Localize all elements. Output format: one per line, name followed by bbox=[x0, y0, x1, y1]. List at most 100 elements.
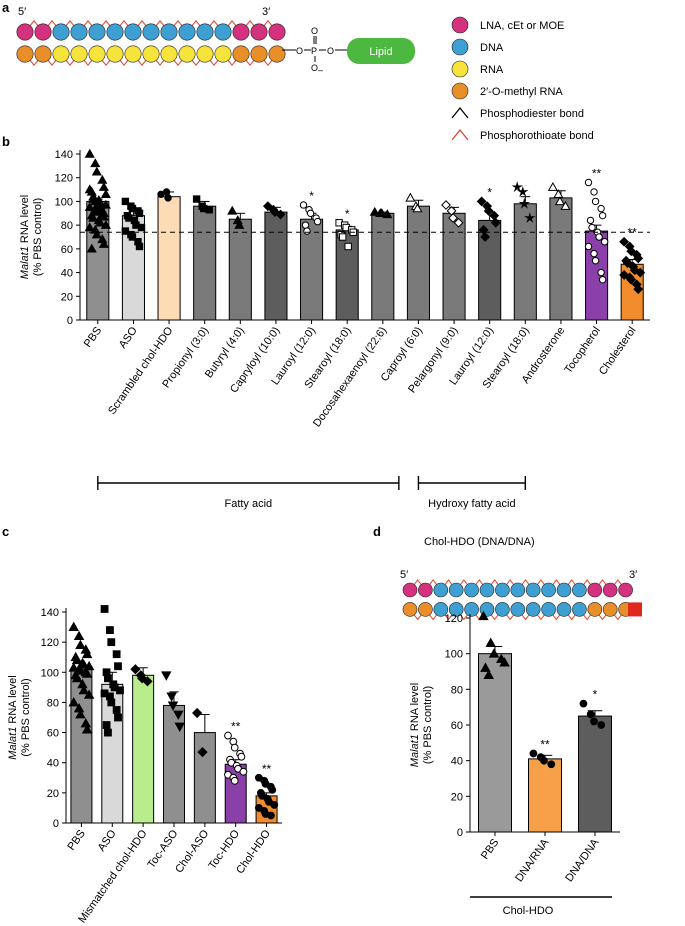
bracket-label: Fatty acid bbox=[224, 498, 272, 510]
x-tick-label: Scrambled chol-HDO bbox=[106, 324, 176, 416]
data-point bbox=[237, 752, 246, 761]
data-point bbox=[106, 626, 114, 634]
group-brackets: Fatty acid Hydroxy fatty acid bbox=[97, 476, 527, 510]
data-point bbox=[633, 284, 644, 295]
bar bbox=[193, 732, 216, 824]
panel-a-top-nucleotide bbox=[34, 23, 52, 41]
data-point bbox=[597, 268, 605, 277]
panel-d-top-nucleotide bbox=[402, 582, 418, 598]
y-axis-label-units: (% PBS control) bbox=[32, 198, 44, 276]
panel-d-bottom-nucleotide bbox=[433, 602, 449, 617]
data-point bbox=[518, 197, 531, 209]
data-point bbox=[114, 713, 122, 722]
data-point bbox=[98, 211, 109, 221]
data-point bbox=[598, 211, 607, 220]
data-point bbox=[591, 197, 600, 206]
data-point bbox=[591, 257, 600, 265]
data-point bbox=[84, 222, 95, 232]
data-point bbox=[173, 710, 184, 720]
data-point bbox=[104, 728, 112, 737]
linker-o-top: O bbox=[311, 26, 318, 36]
data-point bbox=[478, 610, 489, 621]
legend-label: Phosphodiester bond bbox=[480, 108, 584, 120]
data-point bbox=[86, 243, 97, 253]
data-point bbox=[268, 785, 277, 794]
data-point bbox=[629, 265, 640, 276]
panel-d-top-nucleotide bbox=[618, 582, 633, 598]
panel-d-top-nucleotide bbox=[556, 582, 572, 598]
panel-d-bottom-nucleotide bbox=[556, 602, 572, 617]
data-point bbox=[382, 209, 393, 219]
linker-o-right: O bbox=[327, 46, 334, 56]
data-point bbox=[224, 731, 232, 740]
data-point bbox=[553, 189, 564, 199]
significance-label: ** bbox=[540, 738, 550, 752]
legend-swatch bbox=[451, 82, 469, 100]
data-point bbox=[135, 242, 144, 251]
panel-d-top-nucleotide bbox=[448, 582, 464, 598]
legend-label: 2′-O-methyl RNA bbox=[480, 86, 563, 98]
y-tick-label: 40 bbox=[47, 758, 59, 770]
data-point bbox=[441, 200, 451, 210]
significance-label: ** bbox=[262, 762, 272, 776]
y-axis-label-units: (% PBS control) bbox=[422, 686, 434, 764]
hdo-construct-diagram bbox=[16, 20, 286, 66]
data-point bbox=[448, 213, 458, 223]
data-point bbox=[488, 648, 500, 658]
data-point bbox=[588, 223, 596, 232]
data-point bbox=[107, 698, 116, 707]
data-point bbox=[547, 760, 556, 769]
linker-charge: – bbox=[318, 65, 323, 75]
data-point bbox=[635, 267, 646, 278]
data-point bbox=[524, 212, 536, 223]
panel-b-letter: b bbox=[2, 134, 10, 149]
panel-a-bottom-nucleotide bbox=[142, 45, 160, 63]
y-axis-label: Malat1 RNA level bbox=[7, 675, 19, 759]
data-point bbox=[306, 209, 315, 217]
data-point bbox=[590, 188, 598, 196]
panel-d-top-nucleotide bbox=[495, 582, 510, 598]
panel-d-bottom-nucleotide bbox=[541, 602, 556, 617]
y-tick-label: 20 bbox=[47, 788, 59, 800]
data-point bbox=[197, 747, 208, 758]
data-point bbox=[71, 672, 83, 683]
data-point bbox=[619, 270, 630, 280]
data-point bbox=[595, 233, 603, 241]
panel-a-bottom-nucleotide bbox=[160, 45, 178, 63]
y-tick-label: 40 bbox=[61, 268, 73, 280]
data-point bbox=[100, 605, 109, 613]
data-point bbox=[75, 709, 86, 719]
data-point bbox=[270, 207, 280, 218]
y-axis-label-units: (% PBS control) bbox=[20, 678, 32, 756]
panel-a-top-nucleotide bbox=[214, 23, 232, 41]
panel-a-bottom-nucleotide bbox=[124, 45, 142, 63]
data-point bbox=[586, 216, 595, 225]
data-point bbox=[114, 662, 122, 671]
data-point bbox=[600, 238, 609, 246]
y-tick-label: 100 bbox=[55, 196, 73, 208]
y-tick-label: 20 bbox=[451, 791, 463, 803]
data-point bbox=[453, 217, 464, 228]
data-point bbox=[483, 669, 494, 679]
data-point bbox=[83, 660, 95, 671]
bar bbox=[578, 715, 612, 833]
data-point bbox=[167, 701, 179, 711]
data-point bbox=[95, 200, 106, 210]
data-point bbox=[112, 650, 121, 659]
data-point bbox=[137, 223, 146, 232]
y-tick-label: 0 bbox=[67, 315, 73, 327]
data-point bbox=[98, 238, 109, 248]
y-tick-label: 80 bbox=[451, 684, 463, 696]
data-point bbox=[95, 217, 106, 227]
bar bbox=[528, 758, 562, 833]
bar bbox=[264, 211, 288, 321]
data-point bbox=[83, 689, 95, 699]
legend-swatch bbox=[451, 38, 469, 56]
data-point bbox=[376, 208, 387, 217]
significance-label: * bbox=[593, 688, 598, 702]
data-point bbox=[517, 185, 529, 197]
x-tick-label: DNA/DNA bbox=[563, 836, 602, 884]
data-point bbox=[227, 205, 238, 215]
x-tick-label: PBS bbox=[479, 837, 501, 862]
